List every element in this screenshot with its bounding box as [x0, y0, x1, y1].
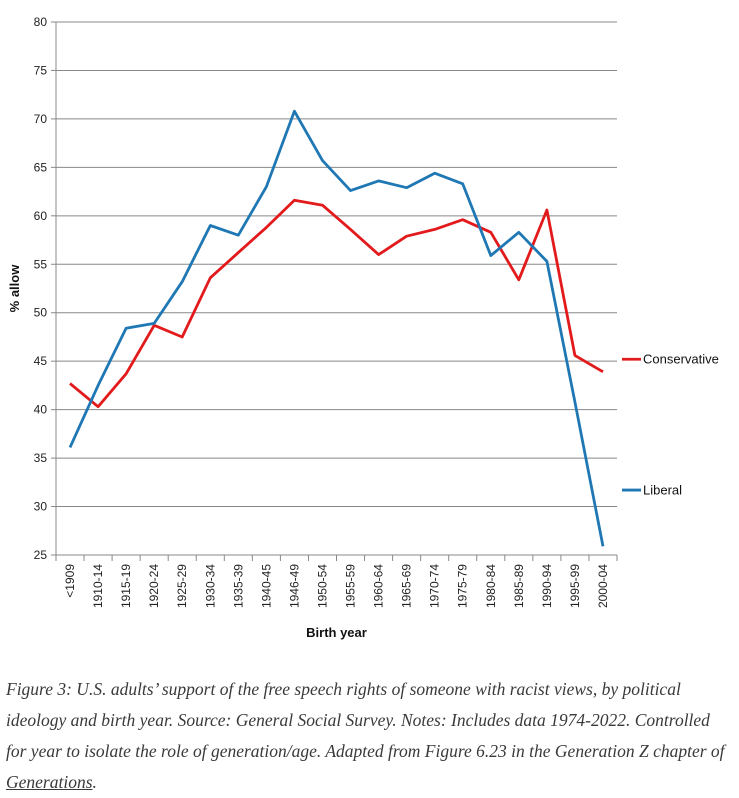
generations-link[interactable]: Generations [6, 772, 93, 792]
y-tick-label: 45 [34, 354, 48, 368]
caption-text: Figure 3: U.S. adults’ support of the fr… [6, 679, 725, 761]
x-tick-label: 1910-14 [91, 564, 105, 608]
y-tick-label: 75 [34, 63, 48, 77]
x-tick-label: 1925-29 [175, 564, 189, 608]
y-tick-label: 80 [34, 15, 48, 29]
gridlines [56, 21, 617, 508]
y-tick-label: 70 [34, 112, 48, 126]
x-tick-label: 1960-64 [372, 564, 386, 608]
x-tick-label: <1909 [63, 564, 77, 598]
line-chart: 25 30 35 40 45 50 55 60 65 70 75 80 <1909 1910-14 191… [7, 15, 719, 640]
x-tick-label: 1970-74 [428, 564, 442, 608]
legend-label-liberal: Liberal [643, 483, 682, 498]
x-tick-label: 1940-45 [259, 564, 273, 608]
x-axis-title: Birth year [306, 625, 367, 640]
chart-canvas: 25 30 35 40 45 50 55 60 65 70 75 80 <1909 1910-14 191… [7, 15, 719, 640]
legend-label-conservative: Conservative [643, 352, 719, 367]
y-tick-label: 30 [34, 500, 48, 514]
y-tick-label: 55 [34, 257, 48, 271]
axes [51, 21, 618, 561]
y-tick-label: 60 [34, 209, 48, 223]
y-tick-label: 40 [34, 403, 48, 417]
legend: Conservative Liberal [622, 352, 719, 498]
x-tick-label: 1935-39 [231, 564, 245, 608]
y-tick-labels: 25 30 35 40 45 50 55 60 65 70 75 80 [34, 15, 48, 562]
series-lines [68, 109, 605, 547]
x-tick-label: 1930-34 [203, 564, 217, 608]
x-tick-label: 1995-99 [568, 564, 582, 608]
series-line-conservative [69, 198, 604, 409]
x-tick-label: 1965-69 [400, 564, 414, 608]
x-tick-labels: <1909 1910-14 1915-19 1920-24 1925-29 1930-34… [63, 564, 610, 608]
x-tick-label: 1920-24 [147, 564, 161, 608]
y-tick-label: 50 [34, 306, 48, 320]
x-tick-label: 2000-04 [596, 564, 610, 608]
series-line-liberal [68, 109, 605, 547]
x-tick-label: 1975-79 [456, 564, 470, 608]
y-tick-label: 25 [34, 548, 48, 562]
x-tick-label: 1955-59 [344, 564, 358, 608]
caption-end: . [92, 772, 97, 792]
x-tick-label: 1985-89 [512, 564, 526, 608]
x-tick-label: 1980-84 [484, 564, 498, 608]
y-tick-label: 65 [34, 160, 48, 174]
x-tick-label: 1950-54 [315, 564, 329, 608]
figure-caption: Figure 3: U.S. adults’ support of the fr… [6, 674, 734, 798]
y-axis-title: % allow [7, 264, 22, 313]
y-tick-label: 35 [34, 451, 48, 465]
x-tick-label: 1990-94 [540, 564, 554, 608]
x-tick-label: 1946-49 [287, 564, 301, 608]
x-tick-label: 1915-19 [119, 564, 133, 608]
